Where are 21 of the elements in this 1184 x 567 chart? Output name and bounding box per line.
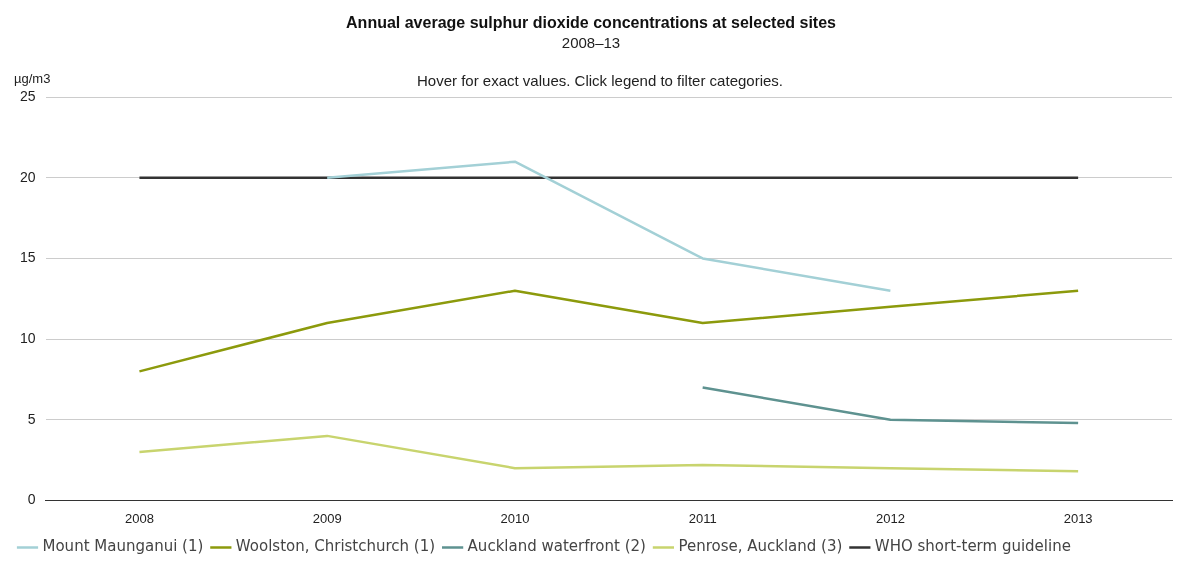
x-tick-label: 2010 xyxy=(500,510,530,526)
y-tick-label: 15 xyxy=(19,249,36,266)
legend-label: Woolston, Christchurch (1) xyxy=(235,537,436,556)
y-tick-label: 0 xyxy=(27,491,36,508)
x-tick-label: 2009 xyxy=(312,510,342,526)
x-tick-label: 2008 xyxy=(124,510,154,526)
y-tick-label: 25 xyxy=(19,88,36,105)
chart-title: Annual average sulphur dioxide concentrations at selected sites xyxy=(346,14,837,32)
legend-label: Penrose, Auckland (3) xyxy=(678,537,843,556)
chart-subtitle: 2008–13 xyxy=(561,34,621,52)
legend-label: Mount Maunganui (1) xyxy=(42,537,204,556)
y-tick-label: 5 xyxy=(27,410,36,427)
y-tick-label: 20 xyxy=(19,168,36,185)
x-tick-label: 2013 xyxy=(1063,510,1093,526)
y-tick-label: 10 xyxy=(19,329,36,346)
x-tick-label: 2011 xyxy=(688,510,717,526)
x-tick-label: 2012 xyxy=(875,510,905,526)
text: Hover for exact values. Click legend to filter categories. xyxy=(417,72,783,89)
legend-label: Auckland waterfront (2) xyxy=(467,537,646,556)
y-axis-title: µg/m3 xyxy=(14,71,51,87)
legend-label: WHO short-term guideline xyxy=(874,537,1071,556)
